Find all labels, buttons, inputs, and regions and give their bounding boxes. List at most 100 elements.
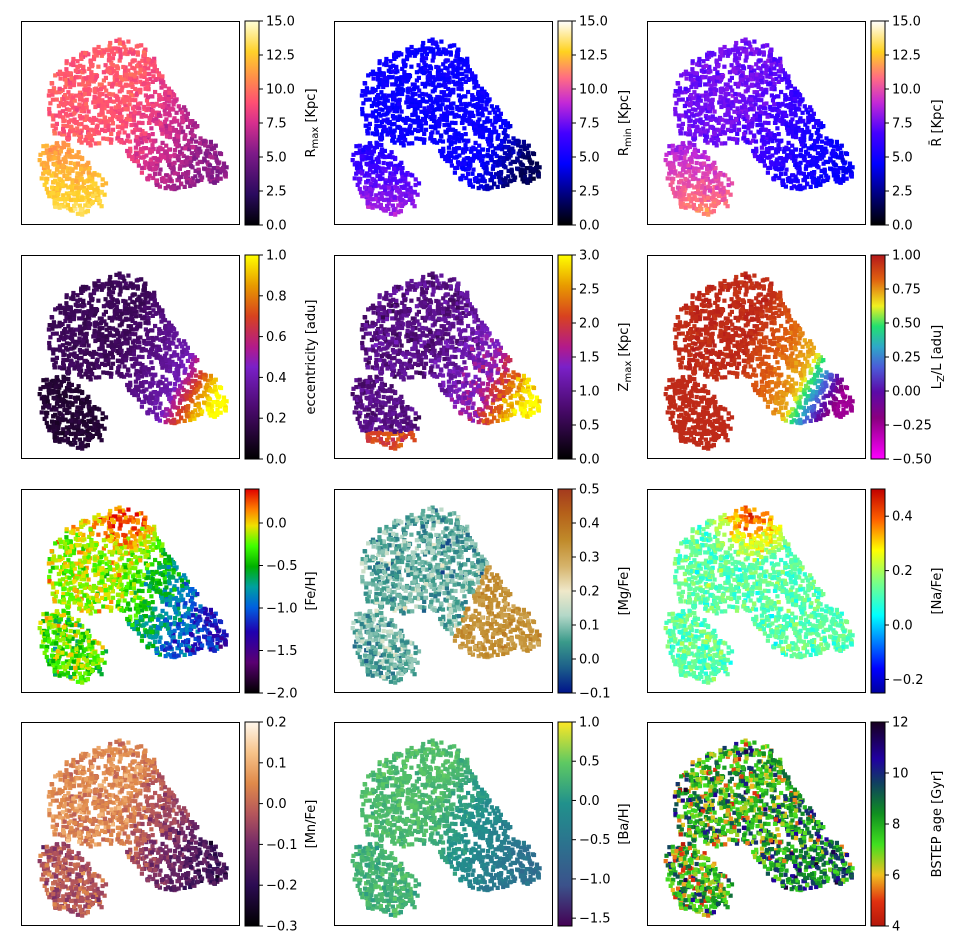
point — [126, 90, 131, 95]
point — [745, 140, 750, 145]
point — [75, 161, 81, 166]
point — [163, 96, 168, 101]
point — [190, 410, 195, 415]
point — [679, 178, 684, 183]
point — [447, 156, 452, 161]
point — [48, 147, 53, 153]
point — [712, 136, 717, 141]
point — [828, 158, 833, 163]
point — [78, 419, 83, 424]
point — [41, 151, 46, 156]
point — [366, 126, 371, 131]
point — [83, 210, 88, 215]
point — [395, 125, 400, 130]
point — [742, 124, 747, 129]
point — [706, 115, 711, 120]
point — [732, 124, 737, 129]
point — [702, 190, 707, 195]
point — [828, 166, 833, 171]
point — [447, 134, 452, 140]
point — [187, 161, 193, 166]
point — [395, 69, 400, 74]
point — [819, 168, 824, 173]
point — [757, 118, 762, 123]
point — [162, 154, 167, 160]
point — [363, 150, 368, 155]
point — [503, 119, 508, 124]
point — [67, 81, 72, 86]
point — [88, 191, 93, 196]
point — [67, 176, 72, 181]
point — [733, 81, 738, 86]
point — [67, 166, 72, 171]
point — [478, 154, 483, 159]
point — [400, 91, 405, 97]
point — [716, 172, 721, 177]
point — [456, 86, 461, 91]
point — [745, 107, 750, 112]
point — [144, 161, 149, 166]
point — [205, 160, 210, 165]
point — [163, 150, 168, 155]
point — [168, 154, 173, 159]
point — [521, 139, 526, 144]
point — [440, 102, 445, 107]
point — [812, 143, 817, 148]
point — [350, 158, 355, 163]
point — [190, 123, 195, 128]
point — [710, 97, 715, 102]
point — [392, 121, 397, 127]
point — [110, 127, 116, 132]
point — [476, 186, 481, 191]
point — [386, 201, 391, 206]
point — [683, 205, 688, 210]
point — [829, 143, 834, 148]
point — [56, 155, 61, 160]
point — [51, 351, 56, 356]
point — [148, 147, 153, 152]
point — [362, 145, 367, 150]
point — [699, 165, 704, 170]
point — [94, 191, 99, 196]
point — [790, 143, 795, 148]
point — [470, 75, 475, 80]
point — [788, 84, 794, 89]
point — [73, 197, 78, 202]
point — [370, 197, 375, 202]
point — [774, 159, 779, 164]
point — [390, 69, 395, 74]
point — [760, 151, 765, 157]
point — [720, 124, 726, 130]
point — [183, 146, 188, 151]
point — [815, 164, 820, 169]
point — [727, 136, 732, 141]
point — [475, 102, 480, 107]
point — [473, 179, 478, 184]
point — [739, 109, 744, 114]
point — [167, 135, 173, 140]
point — [441, 117, 446, 122]
point — [132, 110, 137, 115]
point — [485, 128, 490, 133]
point — [446, 70, 451, 75]
point — [734, 140, 740, 145]
point — [185, 162, 190, 167]
point — [127, 139, 133, 144]
point — [743, 37, 748, 42]
point — [393, 155, 398, 161]
point — [71, 184, 76, 189]
point — [384, 184, 389, 189]
point — [128, 72, 133, 77]
point — [412, 111, 417, 116]
point — [136, 102, 141, 107]
point — [420, 81, 425, 86]
point — [41, 166, 47, 171]
point — [87, 117, 93, 122]
point — [707, 185, 712, 191]
point — [120, 126, 125, 131]
point — [471, 153, 477, 159]
point — [798, 119, 803, 124]
point — [167, 147, 172, 152]
point — [435, 44, 440, 50]
point — [764, 101, 769, 106]
